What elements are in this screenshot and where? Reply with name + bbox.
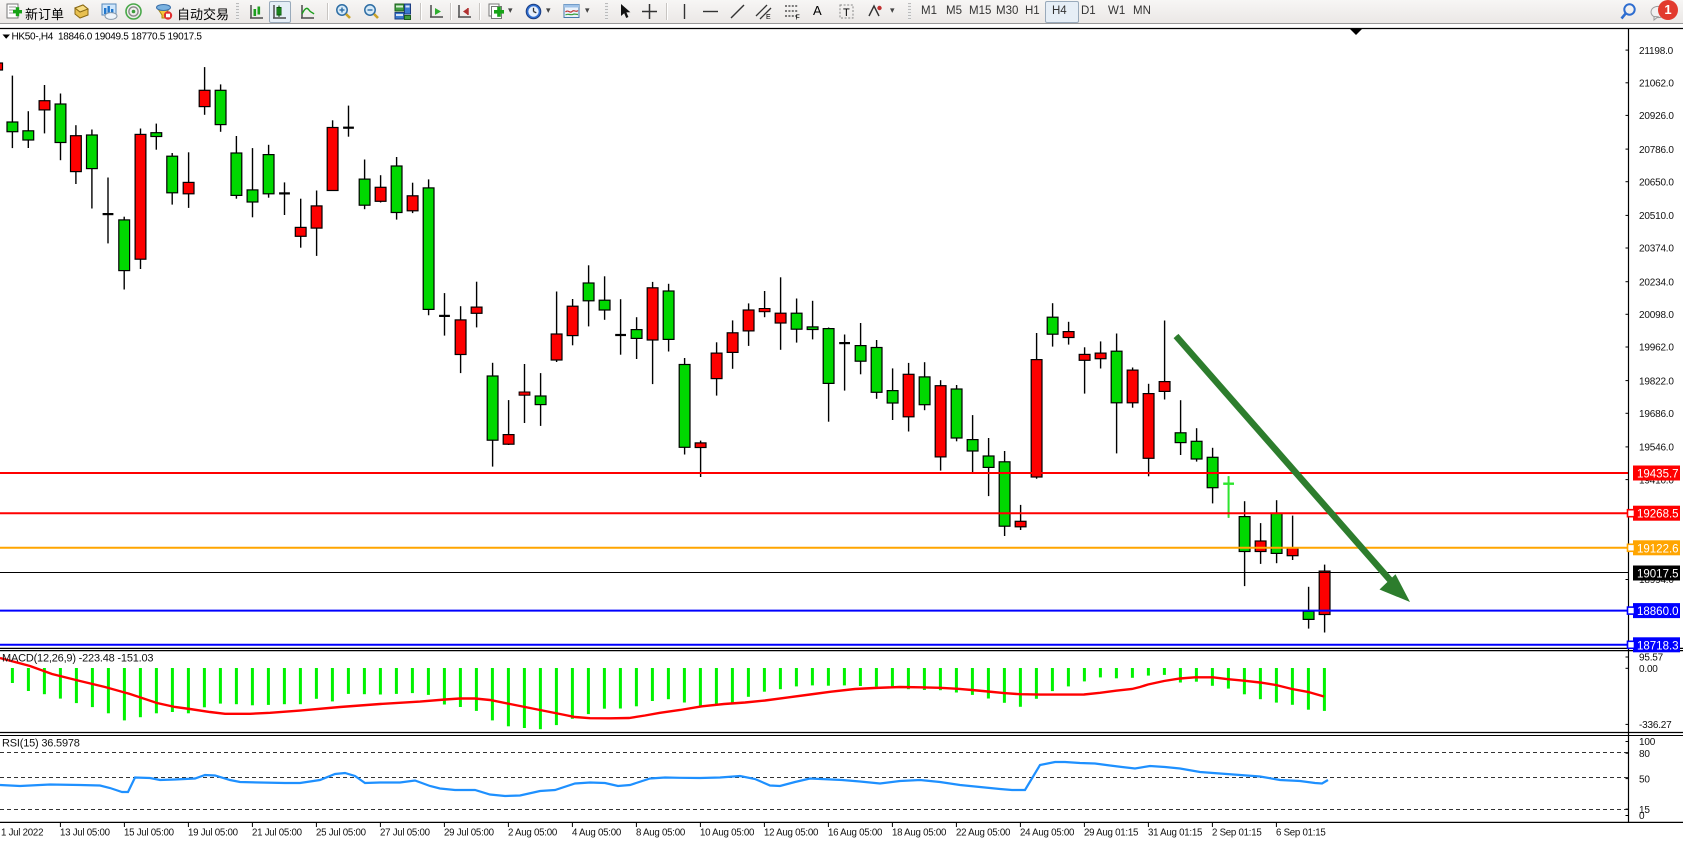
svg-text:RSI(15) 36.5978: RSI(15) 36.5978 <box>2 738 80 750</box>
svg-text:95.57: 95.57 <box>1639 653 1664 664</box>
svg-text:20650.0: 20650.0 <box>1639 177 1674 188</box>
svg-text:80: 80 <box>1639 749 1650 760</box>
svg-text:18718.3: 18718.3 <box>1637 640 1679 652</box>
svg-text:19822.0: 19822.0 <box>1639 376 1674 387</box>
svg-text:2 Sep 01:15: 2 Sep 01:15 <box>1212 828 1262 839</box>
svg-text:F: F <box>796 15 800 21</box>
svg-text:18 Aug 05:00: 18 Aug 05:00 <box>892 828 947 839</box>
svg-text:21062.0: 21062.0 <box>1639 79 1674 90</box>
svg-text:-336.27: -336.27 <box>1639 720 1672 731</box>
svg-text:19546.0: 19546.0 <box>1639 443 1674 454</box>
svg-text:12 Aug 05:00: 12 Aug 05:00 <box>764 828 819 839</box>
svg-text:19410.0: 19410.0 <box>1639 475 1674 486</box>
svg-text:1 Jul 2022: 1 Jul 2022 <box>1 828 43 839</box>
svg-text:MACD(12,26,9) -223.48 -151.03: MACD(12,26,9) -223.48 -151.03 <box>2 653 153 665</box>
svg-text:19017.5: 19017.5 <box>1637 569 1679 581</box>
svg-text:10 Aug 05:00: 10 Aug 05:00 <box>700 828 755 839</box>
svg-text:18994.0: 18994.0 <box>1639 575 1674 586</box>
svg-text:29 Jul 05:00: 29 Jul 05:00 <box>444 828 495 839</box>
svg-text:21 Jul 05:00: 21 Jul 05:00 <box>252 828 303 839</box>
svg-text:20786.0: 20786.0 <box>1639 145 1674 156</box>
svg-text:19686.0: 19686.0 <box>1639 409 1674 420</box>
svg-text:22 Aug 05:00: 22 Aug 05:00 <box>956 828 1011 839</box>
svg-text:T: T <box>843 7 850 19</box>
svg-text:20374.0: 20374.0 <box>1639 244 1674 255</box>
svg-text:19 Jul 05:00: 19 Jul 05:00 <box>188 828 239 839</box>
svg-text:100: 100 <box>1639 737 1656 748</box>
svg-text:50: 50 <box>1639 774 1650 785</box>
svg-text:20098.0: 20098.0 <box>1639 310 1674 321</box>
svg-text:0.00: 0.00 <box>1639 664 1658 675</box>
svg-text:24 Aug 05:00: 24 Aug 05:00 <box>1020 828 1075 839</box>
svg-text:20510.0: 20510.0 <box>1639 211 1674 222</box>
svg-text:19122.6: 19122.6 <box>1637 543 1679 555</box>
svg-text:20234.0: 20234.0 <box>1639 277 1674 288</box>
svg-text:6 Sep 01:15: 6 Sep 01:15 <box>1276 828 1326 839</box>
svg-text:15 Jul 05:00: 15 Jul 05:00 <box>124 828 175 839</box>
svg-text:29 Aug 01:15: 29 Aug 01:15 <box>1084 828 1138 839</box>
svg-text:4 Aug 05:00: 4 Aug 05:00 <box>572 828 622 839</box>
svg-text:13 Jul 05:00: 13 Jul 05:00 <box>60 828 111 839</box>
svg-text:8 Aug 05:00: 8 Aug 05:00 <box>636 828 686 839</box>
svg-text:0: 0 <box>1639 811 1645 822</box>
svg-text:2 Aug 05:00: 2 Aug 05:00 <box>508 828 558 839</box>
svg-text:19962.0: 19962.0 <box>1639 343 1674 354</box>
svg-text:E: E <box>766 14 771 20</box>
svg-text:19268.5: 19268.5 <box>1637 509 1679 521</box>
svg-text:25 Jul 05:00: 25 Jul 05:00 <box>316 828 367 839</box>
svg-text:15: 15 <box>1639 805 1650 816</box>
svg-text:20926.0: 20926.0 <box>1639 111 1674 122</box>
svg-text:31 Aug 01:15: 31 Aug 01:15 <box>1148 828 1202 839</box>
svg-text:19435.7: 19435.7 <box>1637 469 1679 481</box>
svg-text:16 Aug 05:00: 16 Aug 05:00 <box>828 828 883 839</box>
svg-text:HK50-,H4 18846.0 19049.5 1877: HK50-,H4 18846.0 19049.5 18770.5 19017.5 <box>12 32 203 43</box>
svg-text:21198.0: 21198.0 <box>1639 46 1674 57</box>
svg-text:27 Jul 05:00: 27 Jul 05:00 <box>380 828 431 839</box>
svg-text:18860.0: 18860.0 <box>1637 606 1679 618</box>
